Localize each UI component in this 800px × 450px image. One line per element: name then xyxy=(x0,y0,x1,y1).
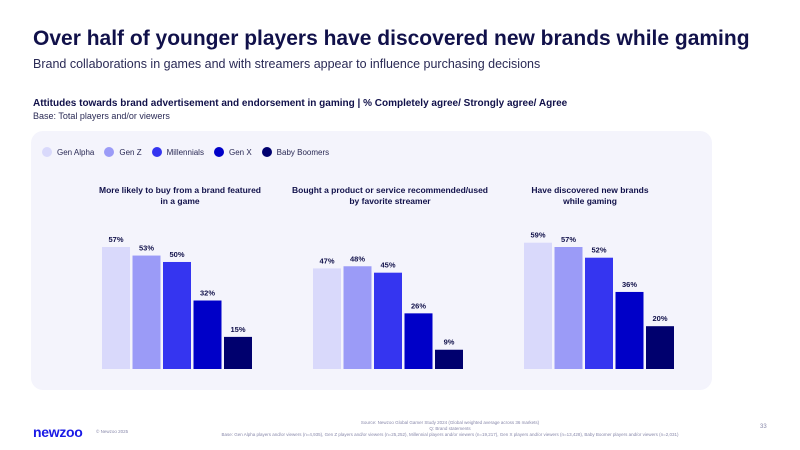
bar-1-millennials xyxy=(163,261,191,369)
page-title: Over half of younger players have discov… xyxy=(33,27,750,50)
bar-3-gen-alpha xyxy=(524,242,552,369)
chart-base-note: Base: Total players and/or viewers xyxy=(33,111,170,121)
legend: Gen Alpha Gen Z Millennials Gen X Baby B… xyxy=(42,147,339,157)
bar-1-gen-z xyxy=(132,255,161,369)
data-label: 36% xyxy=(622,280,637,289)
legend-label: Gen X xyxy=(228,147,252,157)
bar-2-gen-x xyxy=(404,313,433,369)
bar-1-baby-boomers xyxy=(224,336,252,369)
legend-item-gen-z: Gen Z xyxy=(104,147,142,157)
bar-1-gen-alpha xyxy=(102,247,130,369)
data-label: 47% xyxy=(319,256,334,265)
base-line: Base: Gen Alpha players and/or viewers (… xyxy=(221,432,679,437)
chart-1-title: More likely to buy from a brand featured… xyxy=(98,185,261,206)
chart-heading: Attitudes towards brand advertisement an… xyxy=(33,98,568,109)
data-label: 26% xyxy=(411,301,426,310)
legend-swatch xyxy=(151,147,162,157)
legend-label: Baby Boomers xyxy=(276,147,330,157)
data-label: 9% xyxy=(444,338,455,347)
newzoo-logo: newzoo xyxy=(33,424,83,440)
legend-swatch xyxy=(261,147,272,157)
data-label: 57% xyxy=(108,235,123,244)
bar-3-baby-boomers xyxy=(646,326,674,369)
legend-item-millennials: Millennials xyxy=(151,147,204,157)
data-label: 15% xyxy=(230,325,245,334)
legend-swatch xyxy=(213,147,224,157)
source-line: Source: Newzoo Global Gamer Study 2024 (… xyxy=(360,420,540,425)
data-label: 59% xyxy=(530,231,545,240)
data-label: 50% xyxy=(169,250,184,259)
legend-swatch xyxy=(104,147,115,157)
data-label: 48% xyxy=(350,254,365,263)
bar-2-baby-boomers xyxy=(435,349,463,369)
page-number: 33 xyxy=(760,424,767,430)
bar-2-millennials xyxy=(374,272,402,369)
bar-3-gen-x xyxy=(615,291,644,369)
legend-item-baby-boomers: Baby Boomers xyxy=(261,147,330,157)
data-label: 45% xyxy=(380,261,395,270)
data-label: 57% xyxy=(561,235,576,244)
bar-1-gen-x xyxy=(193,300,222,369)
copyright: © Newzoo 2025 xyxy=(96,429,129,434)
legend-label: Millennials xyxy=(166,147,204,157)
question-line: Q: Brand statements xyxy=(429,426,471,431)
data-label: 32% xyxy=(200,289,215,298)
legend-item-gen-x: Gen X xyxy=(213,147,252,157)
bar-2-gen-z xyxy=(343,266,372,369)
legend-label: Gen Z xyxy=(119,147,142,157)
data-label: 53% xyxy=(139,244,154,253)
bar-2-gen-alpha xyxy=(313,268,341,369)
chart-3-title: Have discovered new brands while gaming xyxy=(531,185,649,206)
legend-item-gen-alpha: Gen Alpha xyxy=(42,147,94,157)
bar-3-gen-z xyxy=(554,247,583,369)
chart-2-title: Bought a product or service recommended/… xyxy=(291,185,488,206)
data-label: 52% xyxy=(591,246,606,255)
page-subtitle: Brand collaborations in games and with s… xyxy=(33,57,541,71)
source-notes: Source: Newzoo Global Gamer Study 2024 (… xyxy=(170,420,730,438)
bar-3-millennials xyxy=(585,257,613,369)
data-label: 20% xyxy=(652,314,667,323)
legend-label: Gen Alpha xyxy=(57,147,95,157)
legend-swatch xyxy=(42,147,52,157)
